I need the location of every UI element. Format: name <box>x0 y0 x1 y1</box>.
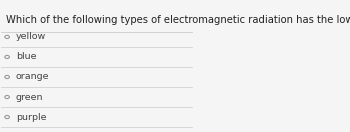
Text: orange: orange <box>16 72 49 81</box>
Text: purple: purple <box>16 113 46 122</box>
Text: yellow: yellow <box>16 32 46 41</box>
Text: green: green <box>16 93 43 102</box>
Text: blue: blue <box>16 52 36 62</box>
Text: Which of the following types of electromagnetic radiation has the lowest frequen: Which of the following types of electrom… <box>6 15 350 25</box>
